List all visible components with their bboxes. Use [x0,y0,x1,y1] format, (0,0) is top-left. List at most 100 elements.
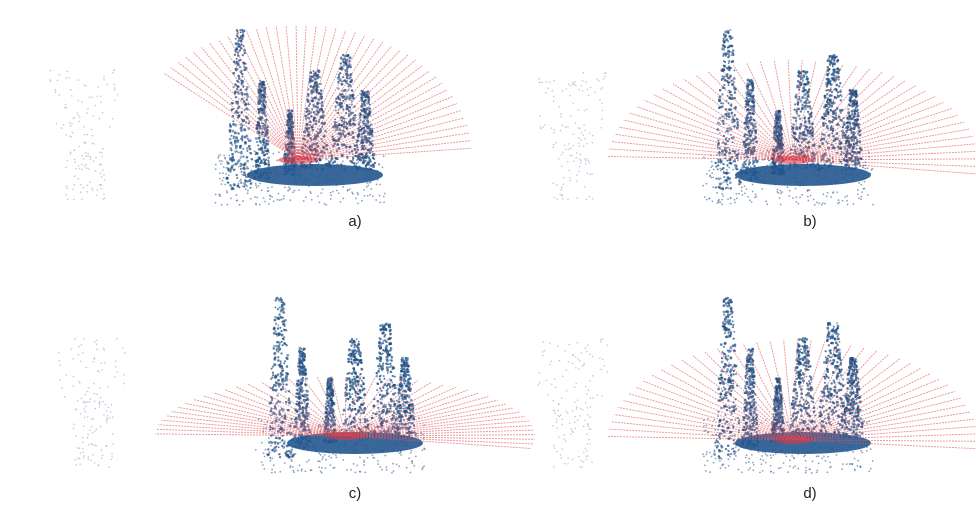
point [726,176,729,179]
point [73,385,75,387]
point [246,147,249,150]
point [103,194,105,196]
point [73,423,75,425]
point [261,128,263,130]
point [335,109,337,111]
point [273,332,275,334]
point [78,165,80,167]
point [746,188,748,190]
point [360,159,362,161]
point [719,123,721,125]
point [221,204,223,206]
point [806,71,808,73]
point [352,193,354,195]
point [285,401,288,404]
point [65,374,67,376]
point [601,118,603,120]
point [219,160,221,162]
point [851,105,853,107]
point [87,416,89,418]
point [719,201,721,203]
point [239,49,241,51]
point [342,160,344,162]
point [87,401,89,403]
point [813,199,815,201]
point [66,134,68,136]
point [358,361,360,363]
point [729,179,731,181]
point [572,102,574,104]
point [286,365,289,368]
point [711,200,713,202]
point [750,94,752,96]
point [96,349,98,351]
point [751,109,753,111]
point [302,390,304,392]
point [722,68,725,71]
point [102,401,104,403]
point [731,51,733,53]
point [344,98,346,100]
point [349,404,351,406]
point [724,117,726,119]
point [357,192,359,194]
point [82,448,84,450]
point [124,352,126,354]
point [255,204,257,206]
point [252,165,254,167]
point [215,164,217,166]
point [804,97,806,99]
point [365,99,367,101]
point [309,191,311,193]
point [70,89,72,91]
point [221,183,223,185]
point [749,199,751,201]
point [107,84,109,86]
point [234,68,236,70]
point [814,204,816,206]
point [356,338,358,340]
point [857,193,859,195]
point [584,110,586,112]
point [272,366,274,368]
point [66,187,68,189]
point [797,71,799,73]
point [363,159,365,161]
point [724,46,726,48]
point [281,199,283,201]
point [94,444,96,446]
point [851,113,853,115]
point [858,197,860,199]
point [105,445,107,447]
point [237,85,240,88]
point [78,100,80,102]
point [862,166,864,168]
point [831,91,833,93]
point [245,93,248,96]
point [601,102,603,104]
point [289,188,291,190]
point [97,86,99,88]
figure: a) b) c) d) [0,0,976,532]
point [282,323,285,326]
point [830,61,833,64]
point [237,132,239,134]
point [240,182,243,185]
point [339,72,341,74]
point [78,114,80,116]
point [583,124,585,126]
point [378,164,380,166]
point [340,83,343,86]
point [715,186,717,188]
point [104,362,106,364]
point [259,140,262,143]
point [82,437,84,439]
point [357,161,359,163]
point [237,185,239,187]
point [728,167,730,169]
point [348,99,350,101]
point [348,392,351,395]
point [801,96,804,99]
point [321,101,323,103]
point [582,80,584,82]
